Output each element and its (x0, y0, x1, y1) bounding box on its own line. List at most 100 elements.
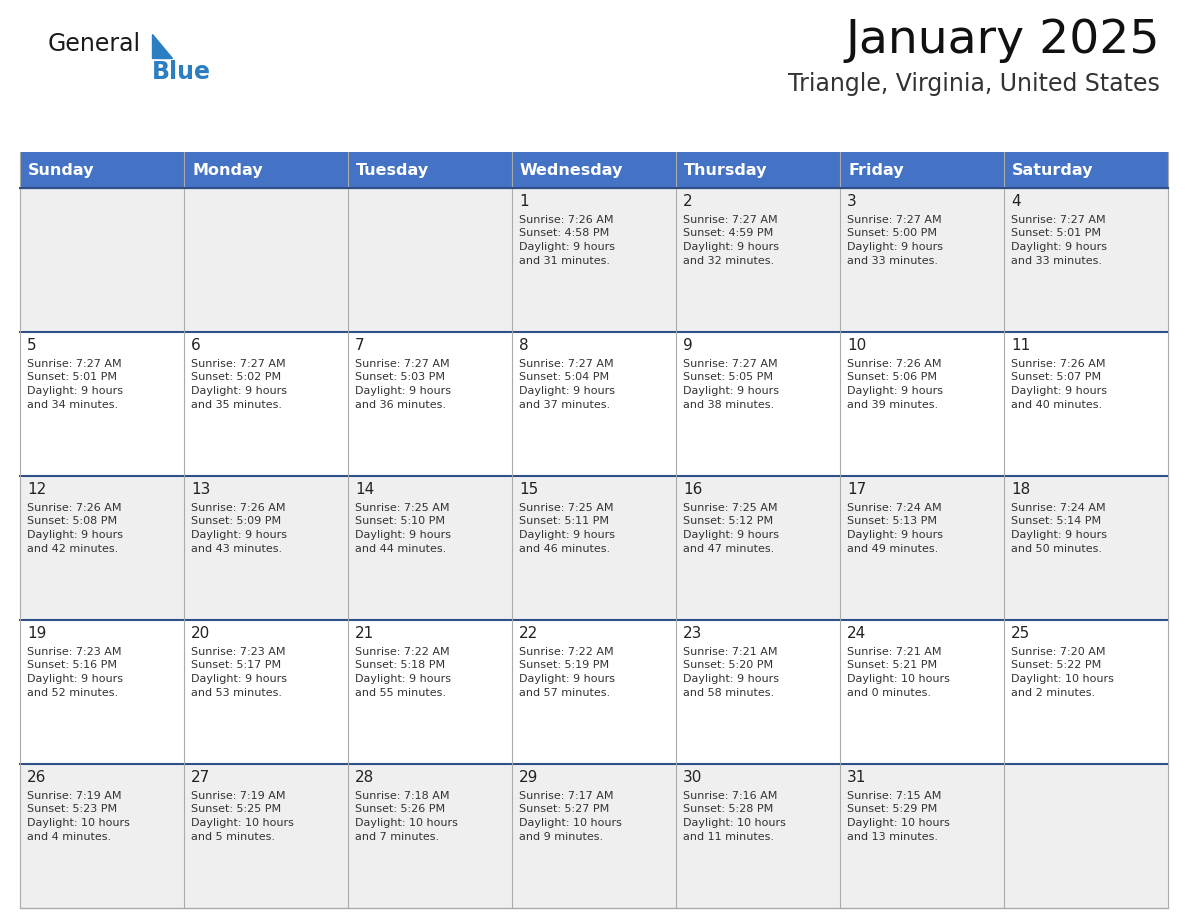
Text: 27: 27 (191, 770, 210, 785)
Text: Tuesday: Tuesday (356, 162, 429, 177)
Text: and 31 minutes.: and 31 minutes. (519, 255, 609, 265)
Text: 31: 31 (847, 770, 866, 785)
Text: 15: 15 (519, 482, 538, 497)
Text: Daylight: 9 hours: Daylight: 9 hours (191, 530, 287, 540)
Text: and 32 minutes.: and 32 minutes. (683, 255, 775, 265)
Text: Sunset: 5:27 PM: Sunset: 5:27 PM (519, 804, 609, 814)
Text: Sunrise: 7:25 AM: Sunrise: 7:25 AM (683, 503, 777, 513)
Text: Sunrise: 7:27 AM: Sunrise: 7:27 AM (683, 215, 778, 225)
Text: Sunrise: 7:22 AM: Sunrise: 7:22 AM (355, 647, 449, 657)
Bar (348, 152, 512, 188)
Text: 20: 20 (191, 626, 210, 641)
Text: Sunrise: 7:21 AM: Sunrise: 7:21 AM (847, 647, 942, 657)
Text: 22: 22 (519, 626, 538, 641)
Text: Sunrise: 7:25 AM: Sunrise: 7:25 AM (519, 503, 613, 513)
Text: Sunset: 5:08 PM: Sunset: 5:08 PM (27, 517, 118, 527)
Text: and 38 minutes.: and 38 minutes. (683, 399, 775, 409)
Text: Sunrise: 7:15 AM: Sunrise: 7:15 AM (847, 791, 941, 801)
Text: Sunrise: 7:23 AM: Sunrise: 7:23 AM (27, 647, 121, 657)
Text: Sunset: 5:02 PM: Sunset: 5:02 PM (191, 373, 282, 383)
Bar (20, 620, 1168, 764)
Text: Sunset: 5:22 PM: Sunset: 5:22 PM (1011, 660, 1101, 670)
Text: Sunrise: 7:24 AM: Sunrise: 7:24 AM (847, 503, 942, 513)
Text: Sunset: 5:01 PM: Sunset: 5:01 PM (1011, 229, 1101, 239)
Text: Sunrise: 7:26 AM: Sunrise: 7:26 AM (27, 503, 121, 513)
Text: Daylight: 9 hours: Daylight: 9 hours (683, 674, 779, 684)
Text: and 4 minutes.: and 4 minutes. (27, 832, 112, 842)
Bar (676, 152, 840, 188)
Text: Daylight: 9 hours: Daylight: 9 hours (355, 386, 451, 396)
Text: and 39 minutes.: and 39 minutes. (847, 399, 939, 409)
Text: and 50 minutes.: and 50 minutes. (1011, 543, 1102, 554)
Text: Sunrise: 7:27 AM: Sunrise: 7:27 AM (355, 359, 449, 369)
Text: 9: 9 (683, 338, 693, 353)
Text: and 13 minutes.: and 13 minutes. (847, 832, 939, 842)
Text: 30: 30 (683, 770, 702, 785)
Text: Sunrise: 7:26 AM: Sunrise: 7:26 AM (847, 359, 942, 369)
Text: Daylight: 9 hours: Daylight: 9 hours (27, 386, 124, 396)
Text: and 57 minutes.: and 57 minutes. (519, 688, 611, 698)
Text: Daylight: 10 hours: Daylight: 10 hours (191, 818, 293, 828)
Text: Sunrise: 7:25 AM: Sunrise: 7:25 AM (355, 503, 449, 513)
Text: Sunset: 5:13 PM: Sunset: 5:13 PM (847, 517, 937, 527)
Bar (20, 332, 1168, 476)
Text: Sunrise: 7:27 AM: Sunrise: 7:27 AM (519, 359, 614, 369)
Text: Sunset: 5:09 PM: Sunset: 5:09 PM (191, 517, 282, 527)
Text: 29: 29 (519, 770, 538, 785)
Text: Sunset: 5:01 PM: Sunset: 5:01 PM (27, 373, 116, 383)
Text: Daylight: 9 hours: Daylight: 9 hours (847, 386, 943, 396)
Text: and 46 minutes.: and 46 minutes. (519, 543, 611, 554)
Text: Sunrise: 7:21 AM: Sunrise: 7:21 AM (683, 647, 777, 657)
Text: and 5 minutes.: and 5 minutes. (191, 832, 274, 842)
Text: Sunrise: 7:26 AM: Sunrise: 7:26 AM (519, 215, 613, 225)
Text: 12: 12 (27, 482, 46, 497)
Text: Daylight: 9 hours: Daylight: 9 hours (847, 530, 943, 540)
Text: Sunset: 5:06 PM: Sunset: 5:06 PM (847, 373, 937, 383)
Polygon shape (152, 34, 172, 58)
Text: and 52 minutes.: and 52 minutes. (27, 688, 118, 698)
Bar (840, 152, 1004, 188)
Text: 11: 11 (1011, 338, 1030, 353)
Text: and 33 minutes.: and 33 minutes. (1011, 255, 1102, 265)
Text: and 2 minutes.: and 2 minutes. (1011, 688, 1095, 698)
Text: Sunrise: 7:17 AM: Sunrise: 7:17 AM (519, 791, 613, 801)
Text: Sunrise: 7:22 AM: Sunrise: 7:22 AM (519, 647, 614, 657)
Text: Triangle, Virginia, United States: Triangle, Virginia, United States (788, 72, 1159, 96)
Text: and 34 minutes.: and 34 minutes. (27, 399, 118, 409)
Text: Sunrise: 7:26 AM: Sunrise: 7:26 AM (191, 503, 285, 513)
Text: Sunset: 5:17 PM: Sunset: 5:17 PM (191, 660, 282, 670)
Text: Daylight: 10 hours: Daylight: 10 hours (27, 818, 129, 828)
Text: and 53 minutes.: and 53 minutes. (191, 688, 282, 698)
Text: Sunrise: 7:27 AM: Sunrise: 7:27 AM (1011, 215, 1106, 225)
Text: and 40 minutes.: and 40 minutes. (1011, 399, 1102, 409)
Text: 1: 1 (519, 194, 529, 209)
Text: Daylight: 9 hours: Daylight: 9 hours (1011, 530, 1107, 540)
Text: Thursday: Thursday (684, 162, 767, 177)
Text: Sunset: 5:29 PM: Sunset: 5:29 PM (847, 804, 937, 814)
Text: and 58 minutes.: and 58 minutes. (683, 688, 775, 698)
Text: Daylight: 9 hours: Daylight: 9 hours (683, 386, 779, 396)
Text: January 2025: January 2025 (846, 18, 1159, 63)
Text: and 47 minutes.: and 47 minutes. (683, 543, 775, 554)
Text: Sunset: 5:25 PM: Sunset: 5:25 PM (191, 804, 282, 814)
Text: Daylight: 9 hours: Daylight: 9 hours (519, 674, 615, 684)
Bar (20, 188, 1168, 332)
Text: Daylight: 9 hours: Daylight: 9 hours (519, 386, 615, 396)
Text: Daylight: 9 hours: Daylight: 9 hours (355, 530, 451, 540)
Text: 18: 18 (1011, 482, 1030, 497)
Text: 10: 10 (847, 338, 866, 353)
Text: Sunrise: 7:27 AM: Sunrise: 7:27 AM (847, 215, 942, 225)
Text: Daylight: 9 hours: Daylight: 9 hours (683, 530, 779, 540)
Text: Blue: Blue (152, 60, 211, 84)
Text: 7: 7 (355, 338, 365, 353)
Text: Friday: Friday (848, 162, 904, 177)
Text: Sunrise: 7:19 AM: Sunrise: 7:19 AM (27, 791, 121, 801)
Text: 8: 8 (519, 338, 529, 353)
Text: Daylight: 9 hours: Daylight: 9 hours (1011, 242, 1107, 252)
Text: Daylight: 10 hours: Daylight: 10 hours (847, 674, 950, 684)
Text: 6: 6 (191, 338, 201, 353)
Text: and 42 minutes.: and 42 minutes. (27, 543, 119, 554)
Text: 16: 16 (683, 482, 702, 497)
Bar (512, 152, 676, 188)
Text: 3: 3 (847, 194, 857, 209)
